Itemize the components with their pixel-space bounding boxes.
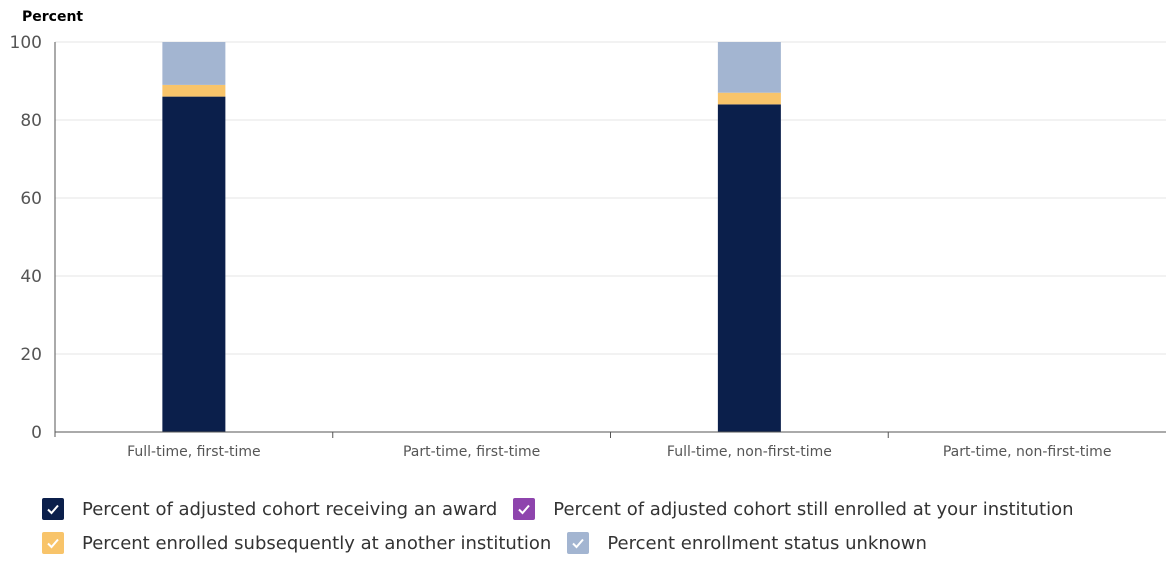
legend-item[interactable]: Percent enrolled subsequently at another… — [40, 532, 551, 554]
checkbox-icon[interactable] — [42, 498, 64, 520]
legend-label: Percent enrollment status unknown — [607, 532, 927, 554]
legend-label: Percent of adjusted cohort receiving an … — [82, 498, 498, 520]
legend-item[interactable]: Percent of adjusted cohort receiving an … — [40, 498, 497, 520]
bar-segment[interactable] — [717, 104, 781, 433]
plot-area: Percent 0 20 40 60 80 100 Full-time, first-tim… — [10, 9, 1166, 460]
y-axis-title: Percent — [22, 9, 83, 25]
x-tick-label: Part-time, first-time — [403, 444, 540, 460]
checkbox-icon[interactable] — [567, 532, 590, 554]
y-tick-label: 20 — [20, 345, 42, 365]
legend-label: Percent enrolled subsequently at another… — [82, 532, 552, 554]
x-tick-label: Full-time, non-first-time — [667, 444, 832, 460]
checkbox-icon[interactable] — [42, 532, 64, 554]
legend-label: Percent of adjusted cohort still enrolle… — [553, 498, 1074, 520]
bars — [162, 42, 781, 433]
bar-segment[interactable] — [162, 84, 226, 97]
checkbox-icon[interactable] — [513, 498, 536, 520]
bar-segment[interactable] — [717, 92, 781, 105]
legend-item[interactable]: Percent of adjusted cohort still enrolle… — [511, 498, 1074, 520]
y-tick-label: 80 — [20, 111, 42, 131]
bar-segment[interactable] — [717, 42, 781, 93]
bar-segment[interactable] — [162, 42, 226, 85]
legend-item[interactable]: Percent enrollment status unknown — [565, 532, 927, 554]
gridlines — [55, 41, 1166, 355]
y-tick-label: 40 — [20, 267, 42, 287]
y-tick-label: 0 — [31, 423, 42, 443]
x-tick-label: Part-time, non-first-time — [943, 444, 1112, 460]
y-tick-label: 100 — [10, 33, 42, 53]
legend-row: Percent enrolled subsequently at another… — [40, 526, 1160, 560]
y-tick-label: 60 — [20, 189, 42, 209]
legend-row: Percent of adjusted cohort receiving an … — [40, 492, 1160, 526]
legend: Percent of adjusted cohort receiving an … — [40, 492, 1160, 560]
x-tick-label: Full-time, first-time — [127, 444, 261, 460]
bar-segment[interactable] — [162, 96, 226, 432]
axes: Percent 0 20 40 60 80 100 Full-time, first-tim… — [10, 9, 1166, 460]
